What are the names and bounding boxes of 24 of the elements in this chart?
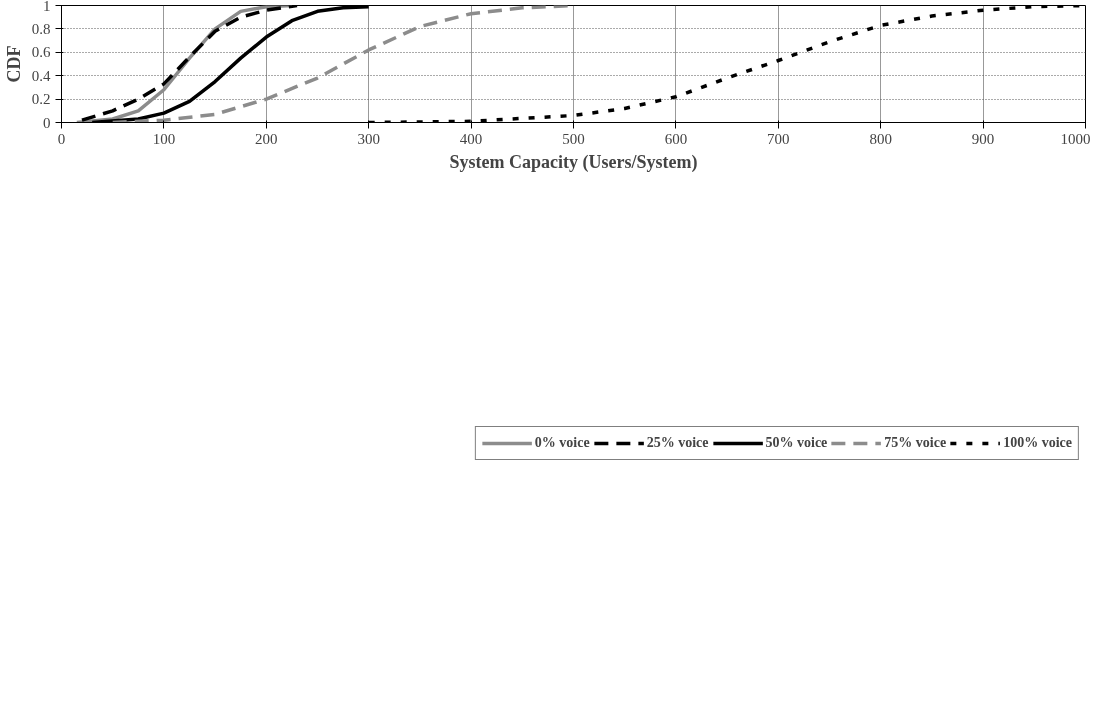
y-tick-label: 0 (43, 114, 51, 131)
y-tick-label: 0.2 (31, 91, 51, 108)
legend-label: 75% voice (884, 435, 947, 451)
x-tick-label: 900 (971, 130, 995, 147)
x-tick-label: 600 (664, 130, 688, 147)
x-tick-label: 800 (869, 130, 892, 147)
legend-label: 50% voice (765, 435, 828, 451)
x-tick-label: 0 (57, 130, 66, 147)
legend-label: 0% voice (534, 435, 590, 451)
legend-label: 25% voice (646, 435, 709, 451)
x-tick-label: 300 (357, 130, 380, 147)
x-tick-label: 500 (562, 130, 585, 147)
x-axis-title: System Capacity (Users/System) (449, 151, 698, 173)
y-tick-label: 0.8 (31, 20, 51, 37)
x-tick-label: 700 (767, 130, 790, 147)
x-tick-label: 400 (459, 130, 483, 147)
x-tick-label: 1000 (1060, 130, 1091, 147)
y-axis-title: CDF (3, 45, 24, 83)
x-tick-label: 100 (152, 130, 176, 147)
x-tick-label: 200 (255, 130, 278, 147)
y-tick-label: 0.6 (31, 44, 51, 61)
y-tick-label: 1 (43, 0, 51, 14)
legend-label: 100% voice (1003, 435, 1072, 451)
y-tick-label: 0.4 (31, 67, 51, 84)
